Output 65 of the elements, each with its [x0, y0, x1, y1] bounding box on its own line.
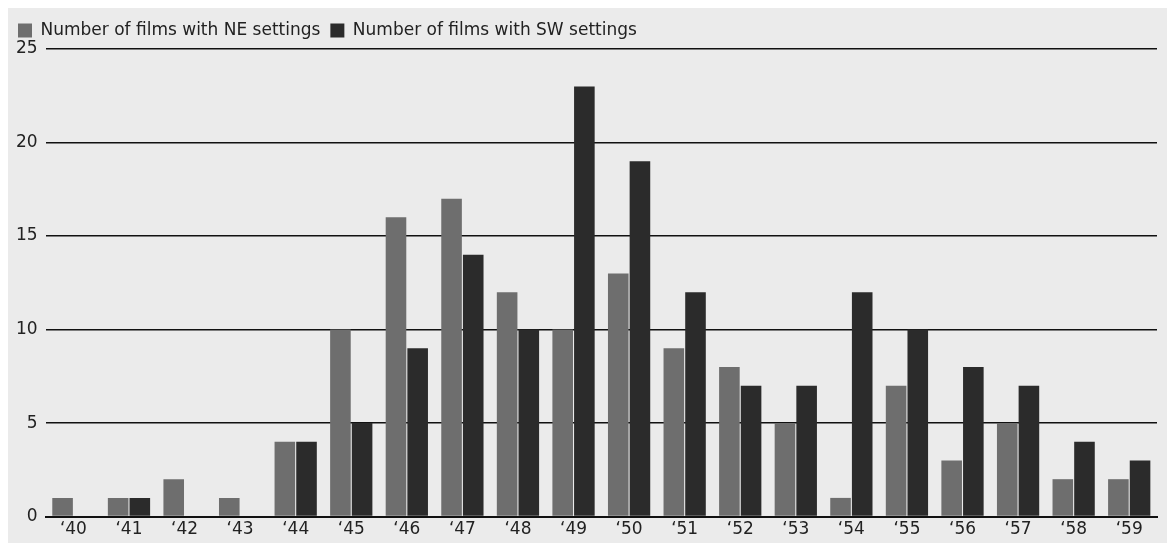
- bar: [719, 366, 740, 516]
- bar: [218, 497, 240, 516]
- bar: [830, 497, 851, 516]
- bar: [1108, 479, 1129, 516]
- bar: [996, 423, 1018, 516]
- x-tick-label: ‘57: [1004, 518, 1032, 539]
- bar: [1018, 385, 1040, 516]
- x-tick-label: ‘55: [893, 518, 921, 539]
- bar: [496, 292, 518, 516]
- x-tick-label: ‘54: [837, 518, 865, 539]
- legend-label: Number of films with NE settings: [40, 18, 321, 39]
- bar: [296, 441, 317, 516]
- bar: [941, 460, 962, 516]
- bar: [963, 366, 984, 516]
- x-tick-label: ‘41: [115, 518, 143, 539]
- bar: [441, 198, 462, 516]
- x-tick-label: ‘47: [448, 518, 476, 539]
- bar: [607, 273, 629, 516]
- x-tick-label: ‘43: [226, 518, 254, 539]
- bar: [407, 348, 428, 516]
- y-tick-label: 15: [15, 224, 38, 245]
- x-tick-label: ‘49: [560, 518, 588, 539]
- y-tick-label: 0: [26, 505, 38, 526]
- bar: [1129, 460, 1151, 516]
- legend-label: Number of films with SW settings: [352, 18, 638, 39]
- bar: [107, 497, 129, 516]
- bar: [330, 329, 351, 516]
- bar: [552, 329, 573, 516]
- x-tick-label: ‘50: [615, 518, 643, 539]
- bar: [907, 329, 929, 516]
- x-tick-label: ‘42: [171, 518, 199, 539]
- bar: [129, 497, 151, 516]
- x-tick-label: ‘40: [59, 518, 87, 539]
- bar: [851, 292, 873, 516]
- x-tick-label: ‘58: [1060, 518, 1088, 539]
- bar: [629, 161, 651, 516]
- bar: [740, 385, 762, 516]
- x-tick-label: ‘44: [282, 518, 310, 539]
- y-tick-label: 5: [26, 411, 38, 432]
- bar: [1074, 441, 1095, 516]
- x-tick-label: ‘48: [504, 518, 532, 539]
- bar: [274, 441, 296, 516]
- bar: [163, 479, 185, 516]
- y-tick-label: 25: [15, 37, 38, 58]
- x-tick-label: ‘56: [948, 518, 977, 539]
- x-tick-label: ‘52: [726, 518, 754, 539]
- y-tick-label: 10: [15, 317, 38, 338]
- bar: [385, 217, 407, 516]
- y-tick-label: 20: [15, 130, 38, 151]
- bar: [663, 348, 685, 516]
- x-tick-label: ‘53: [782, 518, 810, 539]
- bar: [774, 423, 796, 516]
- bar: [518, 329, 540, 516]
- x-tick-label: ‘46: [393, 518, 421, 539]
- bar: [885, 385, 907, 516]
- bar: [685, 292, 706, 516]
- bar: [351, 423, 373, 516]
- bar: [574, 86, 595, 516]
- bar: [52, 497, 73, 516]
- bar: [1052, 479, 1074, 516]
- x-tick-label: ‘45: [337, 518, 365, 539]
- x-tick-label: ‘51: [671, 518, 699, 539]
- bar: [796, 385, 817, 516]
- bar: [462, 254, 484, 516]
- x-tick-label: ‘59: [1115, 518, 1143, 539]
